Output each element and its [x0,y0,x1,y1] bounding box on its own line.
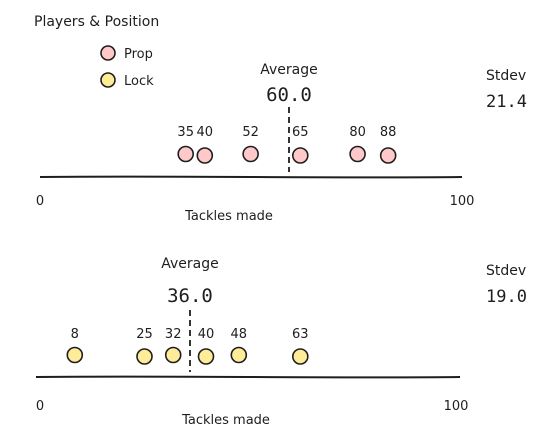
data-point [197,348,215,365]
data-point [196,147,214,164]
data-label: 35 [177,125,194,140]
data-point [136,348,153,365]
average-label: Average [260,62,318,78]
average-value: 60.0 [266,84,312,106]
data-label: 48 [231,327,248,342]
data-label: 65 [292,125,309,140]
x-axis-line [35,375,461,379]
legend-label-lock: Lock [124,74,154,89]
data-point [164,346,182,364]
legend-swatch-lock [100,72,116,88]
data-point [379,147,397,164]
data-label: 8 [71,327,79,342]
x-tick-max: 100 [444,399,469,414]
data-label: 52 [242,125,259,140]
data-label: 32 [165,327,182,342]
legend-label-prop: Prop [124,47,153,62]
legend-swatch-prop [100,45,116,61]
stdev-label: Stdev [486,68,526,84]
data-point [291,147,309,164]
x-tick-min: 0 [36,399,44,414]
data-point [66,346,84,364]
data-label: 80 [349,125,366,140]
legend: Players & Position Prop Lock [34,14,159,89]
data-point [177,145,194,163]
x-axis-label: Tackles made [181,413,270,428]
lock-panel: 0 100 Tackles made Average 36.0 Stdev 19.0 8 25 3… [36,256,527,428]
data-label: 25 [136,327,153,342]
legend-title: Players & Position [34,14,159,30]
x-tick-max: 100 [450,194,475,209]
stdev-value: 19.0 [486,287,527,307]
data-point [242,145,259,163]
data-label: 40 [198,327,215,342]
data-point [349,145,366,163]
stdev-label: Stdev [486,263,526,279]
data-label: 63 [292,327,309,342]
data-label: 40 [197,125,214,140]
data-label: 88 [380,125,397,140]
data-point [230,346,248,364]
x-axis-label: Tackles made [184,209,273,224]
stdev-value: 21.4 [486,92,527,112]
data-point [291,348,309,365]
average-label: Average [161,256,219,272]
x-axis-line [39,175,463,179]
x-tick-min: 0 [36,194,44,209]
prop-panel: 0 100 Tackles made Average 60.0 Stdev 21.4 35 40… [36,62,527,224]
average-value: 36.0 [167,285,213,307]
